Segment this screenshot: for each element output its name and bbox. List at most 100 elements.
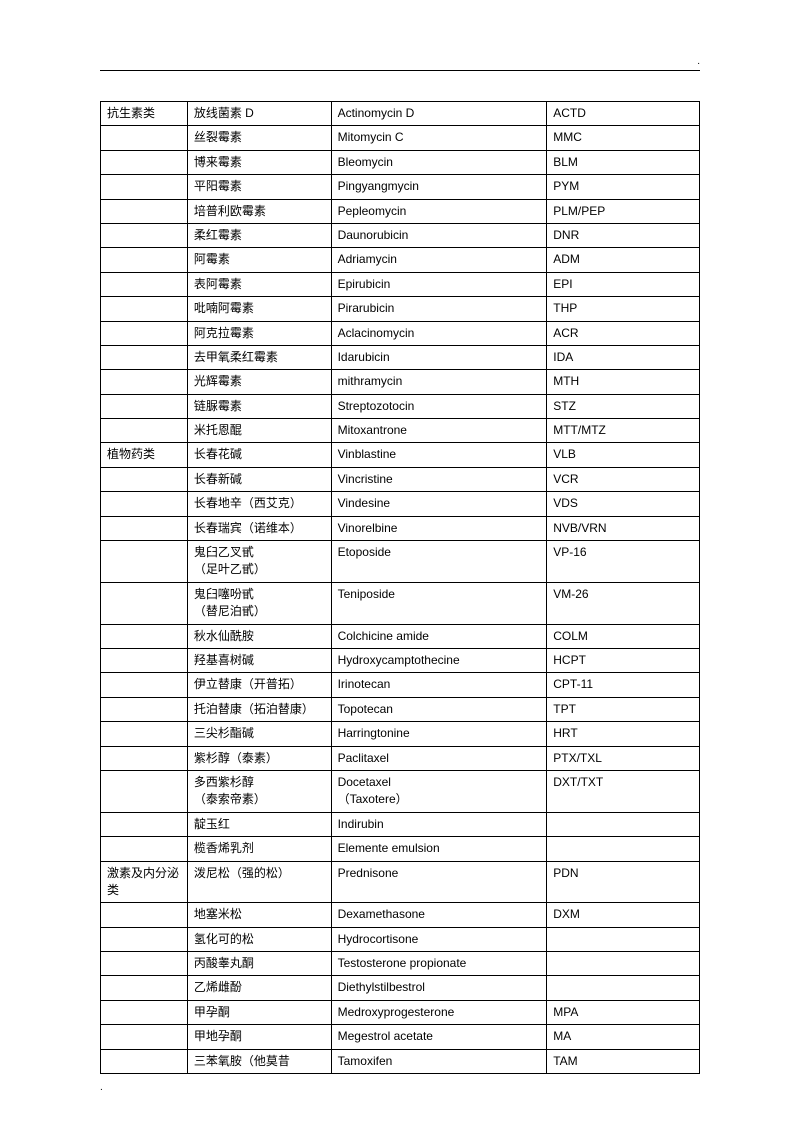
table-cell: Dexamethasone xyxy=(331,903,547,927)
table-cell xyxy=(547,952,700,976)
table-cell: Indirubin xyxy=(331,812,547,836)
table-cell: VDS xyxy=(547,492,700,516)
table-cell: 伊立替康（开普拓） xyxy=(187,673,331,697)
footer-mark: . xyxy=(100,1082,103,1093)
header-mark: . xyxy=(697,56,700,67)
table-cell: Adriamycin xyxy=(331,248,547,272)
table-cell: ACR xyxy=(547,321,700,345)
table-cell xyxy=(547,976,700,1000)
table-cell: Streptozotocin xyxy=(331,394,547,418)
table-cell: PDN xyxy=(547,861,700,903)
table-cell: Docetaxel（Taxotere） xyxy=(331,770,547,812)
table-cell: 米托恩醌 xyxy=(187,419,331,443)
table-cell xyxy=(101,770,188,812)
table-cell: 靛玉红 xyxy=(187,812,331,836)
table-cell: Topotecan xyxy=(331,697,547,721)
drug-table: 抗生素类放线菌素 DActinomycin DACTD丝裂霉素Mitomycin… xyxy=(100,101,700,1074)
table-cell: 鬼臼乙叉甙（足叶乙甙） xyxy=(187,541,331,583)
table-cell: 鬼臼噻吩甙（替尼泊甙） xyxy=(187,582,331,624)
table-cell: COLM xyxy=(547,624,700,648)
table-row: 伊立替康（开普拓）IrinotecanCPT-11 xyxy=(101,673,700,697)
table-cell: 博来霉素 xyxy=(187,150,331,174)
table-cell: VM-26 xyxy=(547,582,700,624)
table-cell: 氢化可的松 xyxy=(187,927,331,951)
table-row: 丝裂霉素Mitomycin CMMC xyxy=(101,126,700,150)
table-cell: 去甲氧柔红霉素 xyxy=(187,345,331,369)
table-row: 鬼臼乙叉甙（足叶乙甙）EtoposideVP-16 xyxy=(101,541,700,583)
table-cell xyxy=(547,837,700,861)
table-cell: Etoposide xyxy=(331,541,547,583)
table-cell xyxy=(101,492,188,516)
table-cell: 秋水仙酰胺 xyxy=(187,624,331,648)
table-row: 链脲霉素StreptozotocinSTZ xyxy=(101,394,700,418)
table-cell: Hydrocortisone xyxy=(331,927,547,951)
table-cell xyxy=(101,837,188,861)
table-cell: 吡喃阿霉素 xyxy=(187,297,331,321)
table-cell xyxy=(101,223,188,247)
table-cell: PYM xyxy=(547,175,700,199)
table-cell xyxy=(101,199,188,223)
table-cell: MTH xyxy=(547,370,700,394)
table-cell: DNR xyxy=(547,223,700,247)
table-cell: 泼尼松（强的松） xyxy=(187,861,331,903)
table-row: 博来霉素BleomycinBLM xyxy=(101,150,700,174)
table-row: 鬼臼噻吩甙（替尼泊甙）TeniposideVM-26 xyxy=(101,582,700,624)
table-cell xyxy=(101,150,188,174)
table-cell: Aclacinomycin xyxy=(331,321,547,345)
table-cell: Harringtonine xyxy=(331,722,547,746)
table-cell xyxy=(101,1000,188,1024)
table-cell: MA xyxy=(547,1025,700,1049)
table-cell xyxy=(101,175,188,199)
table-cell xyxy=(101,297,188,321)
table-cell: 地塞米松 xyxy=(187,903,331,927)
table-cell: HRT xyxy=(547,722,700,746)
table-cell xyxy=(101,812,188,836)
table-cell: Hydroxycamptothecine xyxy=(331,648,547,672)
table-row: 抗生素类放线菌素 DActinomycin DACTD xyxy=(101,102,700,126)
table-cell: Prednisone xyxy=(331,861,547,903)
table-cell xyxy=(101,746,188,770)
table-row: 托泊替康（拓泊替康）TopotecanTPT xyxy=(101,697,700,721)
table-cell: STZ xyxy=(547,394,700,418)
table-cell xyxy=(547,927,700,951)
table-cell xyxy=(101,927,188,951)
table-cell: 紫杉醇（泰素） xyxy=(187,746,331,770)
table-cell: 长春新碱 xyxy=(187,467,331,491)
table-cell: VP-16 xyxy=(547,541,700,583)
table-cell: Mitomycin C xyxy=(331,126,547,150)
table-row: 激素及内分泌类泼尼松（强的松）PrednisonePDN xyxy=(101,861,700,903)
table-cell: Bleomycin xyxy=(331,150,547,174)
table-cell: 阿霉素 xyxy=(187,248,331,272)
table-cell xyxy=(101,648,188,672)
table-cell: Tamoxifen xyxy=(331,1049,547,1073)
table-cell: Vindesine xyxy=(331,492,547,516)
table-cell: PLM/PEP xyxy=(547,199,700,223)
table-cell: 丙酸睾丸酮 xyxy=(187,952,331,976)
table-cell: Actinomycin D xyxy=(331,102,547,126)
table-cell: 平阳霉素 xyxy=(187,175,331,199)
table-cell: IDA xyxy=(547,345,700,369)
table-row: 靛玉红Indirubin xyxy=(101,812,700,836)
table-cell xyxy=(101,541,188,583)
table-cell: ACTD xyxy=(547,102,700,126)
table-cell: 丝裂霉素 xyxy=(187,126,331,150)
table-cell: THP xyxy=(547,297,700,321)
table-cell: 放线菌素 D xyxy=(187,102,331,126)
table-row: 丙酸睾丸酮Testosterone propionate xyxy=(101,952,700,976)
table-cell: Vinorelbine xyxy=(331,516,547,540)
table-cell xyxy=(101,248,188,272)
table-cell: Vincristine xyxy=(331,467,547,491)
table-cell: Medroxyprogesterone xyxy=(331,1000,547,1024)
table-row: 甲地孕酮Megestrol acetateMA xyxy=(101,1025,700,1049)
table-cell: DXT/TXT xyxy=(547,770,700,812)
table-row: 阿霉素AdriamycinADM xyxy=(101,248,700,272)
table-cell: 三苯氧胺（他莫昔 xyxy=(187,1049,331,1073)
table-cell xyxy=(101,126,188,150)
table-cell xyxy=(101,673,188,697)
table-cell: Pingyangmycin xyxy=(331,175,547,199)
table-row: 三苯氧胺（他莫昔TamoxifenTAM xyxy=(101,1049,700,1073)
table-cell xyxy=(101,419,188,443)
document-page: . 抗生素类放线菌素 DActinomycin DACTD丝裂霉素Mitomyc… xyxy=(0,0,800,1133)
table-cell: 长春花碱 xyxy=(187,443,331,467)
table-cell: TPT xyxy=(547,697,700,721)
